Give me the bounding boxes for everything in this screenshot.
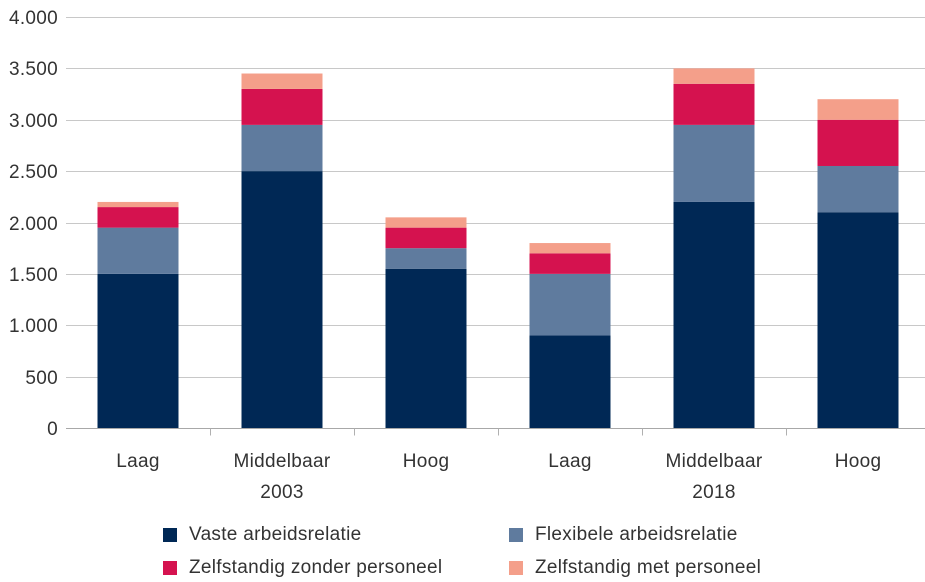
bar-vaste-arbeidsrelatie-middelbaar-2: [241, 171, 323, 428]
bar-flexibele-arbeidsrelatie-middelbaar-2: [241, 124, 323, 172]
x-tick-label: Laag: [548, 451, 591, 472]
y-tick-label: 1.500: [9, 265, 58, 286]
x-tick-label: Middelbaar: [234, 451, 331, 472]
x-axis: Laag Middelbaar Hoog Laag Middelbaar Hoog 2003…: [66, 428, 925, 503]
x-tick-label: Middelbaar: [666, 451, 763, 472]
y-axis: 0 500 1.000 1.500 2.000 2.500 3.000 3.500 4.000: [9, 8, 925, 440]
bar-zelfstandig-zonder-personeel-hoog-3: [385, 227, 467, 249]
bars: [97, 68, 899, 428]
legend-label: Zelfstandig zonder personeel: [189, 557, 443, 578]
y-tick-label: 1.000: [9, 316, 58, 337]
y-tick-label: 4.000: [9, 8, 58, 29]
legend-swatch: [163, 561, 177, 575]
y-tick-label: 0: [47, 419, 58, 440]
x-group-label: 2003: [260, 482, 303, 503]
bar-flexibele-arbeidsrelatie-laag-1: [97, 227, 179, 274]
legend-swatch: [509, 561, 523, 575]
bar-zelfstandig-zonder-personeel-laag-4: [529, 253, 611, 274]
x-group-label: 2018: [692, 482, 735, 503]
x-tick-label: Hoog: [835, 451, 882, 472]
bar-vaste-arbeidsrelatie-laag-1: [97, 273, 179, 428]
bar-zelfstandig-zonder-personeel-middelbaar-2: [241, 88, 323, 125]
bar-vaste-arbeidsrelatie-hoog-6: [817, 212, 899, 428]
bar-zelfstandig-zonder-personeel-laag-1: [97, 207, 179, 228]
bar-flexibele-arbeidsrelatie-hoog-6: [817, 165, 899, 213]
bar-vaste-arbeidsrelatie-laag-4: [529, 335, 611, 428]
x-tick-label: Laag: [116, 451, 159, 472]
bar-zelfstandig-met-personeel-middelbaar-2: [241, 73, 323, 89]
y-tick-label: 2.500: [9, 162, 58, 183]
legend-item-flexibele-arbeidsrelatie: Flexibele arbeidsrelatie: [509, 524, 738, 546]
legend-swatch: [509, 528, 523, 542]
legend-item-zelfstandig-met-personeel: Zelfstandig met personeel: [509, 557, 761, 579]
bar-flexibele-arbeidsrelatie-laag-4: [529, 273, 611, 336]
bar-flexibele-arbeidsrelatie-middelbaar-5: [673, 124, 755, 202]
bar-zelfstandig-zonder-personeel-middelbaar-5: [673, 83, 755, 125]
bar-zelfstandig-met-personeel-laag-4: [529, 243, 611, 254]
y-tick-label: 2.000: [9, 214, 58, 235]
x-tick-label: Hoog: [403, 451, 450, 472]
y-tick-label: 3.000: [9, 111, 58, 132]
bar-vaste-arbeidsrelatie-middelbaar-5: [673, 201, 755, 428]
bar-vaste-arbeidsrelatie-hoog-3: [385, 268, 467, 428]
bar-zelfstandig-met-personeel-hoog-3: [385, 217, 467, 228]
bar-zelfstandig-met-personeel-middelbaar-5: [673, 68, 755, 84]
bar-flexibele-arbeidsrelatie-hoog-3: [385, 248, 467, 269]
legend-item-vaste-arbeidsrelatie: Vaste arbeidsrelatie: [163, 524, 362, 546]
legend-label: Flexibele arbeidsrelatie: [535, 524, 738, 545]
legend-item-zelfstandig-zonder-personeel: Zelfstandig zonder personeel: [163, 557, 442, 579]
plot-area: 0 500 1.000 1.500 2.000 2.500 3.000 3.500 4.000 L…: [9, 8, 925, 503]
legend-swatch: [163, 528, 177, 542]
bar-zelfstandig-met-personeel-laag-1: [97, 201, 179, 208]
bar-zelfstandig-met-personeel-hoog-6: [817, 99, 899, 120]
y-tick-label: 3.500: [9, 59, 58, 80]
legend-label: Zelfstandig met personeel: [535, 557, 762, 578]
legend-label: Vaste arbeidsrelatie: [189, 524, 362, 545]
y-tick-label: 500: [25, 368, 58, 389]
bar-zelfstandig-zonder-personeel-hoog-6: [817, 119, 899, 166]
